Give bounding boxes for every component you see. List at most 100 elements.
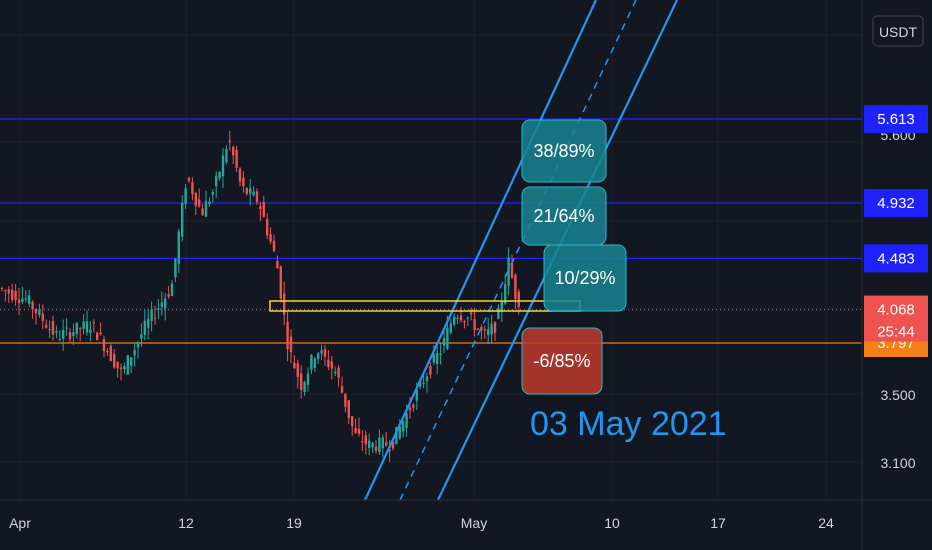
candle-body — [361, 441, 364, 443]
channel-mid-line[interactable] — [399, 0, 637, 501]
candle-body — [51, 321, 55, 335]
candle-body — [245, 188, 248, 194]
candle-body — [255, 191, 259, 202]
x-tick-label: 19 — [286, 515, 302, 531]
candle-body — [391, 441, 395, 449]
candle-body — [89, 329, 92, 333]
candle-body — [48, 329, 51, 331]
candle-body — [276, 260, 279, 269]
candle-body — [79, 328, 82, 330]
candle-body — [286, 322, 289, 349]
candle-body — [204, 201, 208, 217]
candle-body — [463, 320, 466, 322]
candle-body — [497, 307, 500, 319]
current-price-tag — [864, 295, 928, 342]
candle-body — [215, 176, 218, 187]
candle-body — [327, 359, 330, 368]
currency-label: USDT — [879, 24, 918, 40]
target-box[interactable] — [543, 244, 627, 312]
candle-body — [109, 345, 112, 362]
bar-countdown: 25:44 — [877, 324, 915, 341]
candle-body — [55, 331, 58, 333]
target-box[interactable] — [521, 327, 603, 395]
candle-body — [436, 353, 439, 364]
candle-body — [218, 172, 221, 179]
candle-body — [99, 332, 102, 335]
candle-body — [296, 363, 299, 377]
candle-body — [235, 149, 238, 168]
target-box-label: -6/85% — [533, 351, 590, 371]
candle-body — [68, 332, 72, 339]
candle-body — [201, 208, 204, 216]
candle-body — [272, 240, 276, 252]
candle-body — [453, 316, 456, 325]
target-box-label: 38/89% — [533, 141, 594, 161]
candle-body — [368, 440, 371, 448]
candle-body — [96, 332, 99, 341]
candle-body — [344, 393, 347, 407]
candle-body — [191, 182, 194, 195]
candle-body — [136, 342, 140, 348]
candle-body — [238, 168, 242, 182]
candle-body — [303, 382, 306, 392]
candle-body — [357, 428, 361, 434]
candle-body — [351, 416, 354, 427]
candle-body — [422, 382, 425, 385]
candle-body — [408, 407, 412, 411]
candle-body — [405, 413, 408, 429]
candle-body — [119, 367, 123, 369]
candle-body — [140, 334, 143, 339]
candle-body — [11, 289, 14, 300]
target-box[interactable] — [521, 119, 607, 183]
candle-body — [153, 317, 157, 319]
candle-body — [170, 283, 174, 297]
candle-body — [388, 449, 391, 452]
candle-body — [31, 301, 34, 310]
target-boxes[interactable]: 38/89% 21/64% 10/29% -6/85% — [521, 119, 627, 395]
channel-upper-line[interactable] — [364, 0, 597, 501]
candle-body — [442, 338, 446, 346]
candle-body — [7, 289, 10, 294]
price-tag — [864, 244, 928, 273]
candle-body — [65, 327, 68, 329]
candle-body — [0, 288, 4, 290]
candle-body — [123, 365, 126, 370]
candle-body — [113, 353, 116, 368]
x-axis-ticks: Apr 12 19 May 10 17 24 — [9, 515, 834, 531]
currency-badge[interactable] — [872, 15, 924, 47]
price-axis[interactable] — [862, 0, 932, 550]
candle-body — [116, 361, 119, 369]
x-tick-label: 17 — [710, 515, 726, 531]
candle-body — [34, 309, 38, 314]
candle-body — [242, 177, 245, 187]
candle-body — [14, 290, 17, 300]
candle-body — [72, 332, 75, 336]
candle-body — [432, 354, 435, 363]
candle-body — [249, 188, 252, 195]
candle-body — [480, 326, 483, 331]
candle-body — [517, 291, 520, 307]
candle-body — [62, 330, 65, 339]
candle-body — [289, 336, 293, 352]
candle-body — [259, 206, 262, 210]
candle-body — [58, 339, 61, 341]
candle-body — [412, 404, 415, 408]
candle-body — [510, 262, 514, 278]
candle-body — [164, 298, 167, 309]
candle-body — [225, 149, 228, 163]
candle-body — [500, 300, 503, 311]
price-tag — [864, 189, 928, 217]
candle-body — [198, 199, 201, 207]
candle-body — [354, 427, 357, 433]
candle-body — [402, 421, 405, 432]
candle-body — [381, 437, 384, 449]
candle-body — [75, 322, 78, 334]
candle-body — [504, 284, 507, 304]
candle-body — [378, 437, 381, 452]
price-tag-label: 4.483 — [877, 250, 915, 267]
candle-body — [334, 371, 337, 374]
y-tick-label: 3.500 — [880, 387, 915, 403]
